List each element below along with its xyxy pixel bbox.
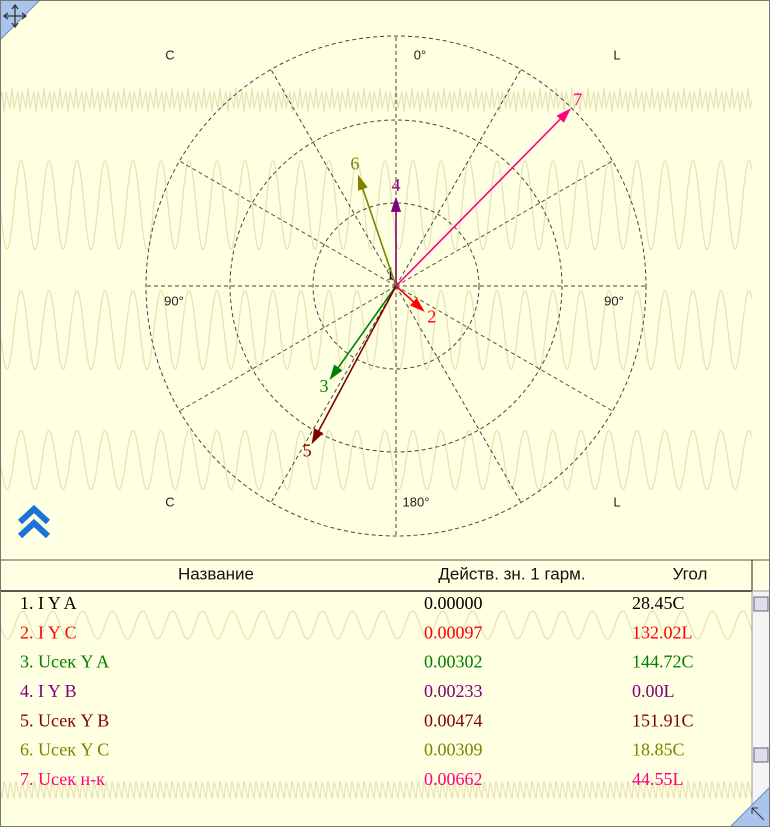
row-angle: 144.72C: [632, 652, 694, 672]
vector: [357, 174, 397, 287]
row-angle: 132.02L: [632, 622, 693, 642]
angle-label: 90°: [604, 293, 624, 308]
waveform: [0, 430, 753, 490]
row-name: 4. I Y B: [20, 681, 77, 701]
row-angle: 0.00L: [632, 681, 675, 701]
row-value: 0.00302: [424, 652, 483, 672]
vector-label: 7: [573, 90, 582, 110]
column-header: Угол: [673, 564, 708, 583]
row-name: 3. Uсек Y A: [20, 652, 109, 672]
quadrant-label: C: [165, 494, 174, 509]
vector-label: 6: [350, 154, 359, 174]
column-header: Действ. зн. 1 гарм.: [438, 564, 585, 583]
move-handle[interactable]: [0, 0, 41, 41]
grid-circle: [229, 119, 563, 453]
row-name: 6. Uсек Y C: [20, 740, 109, 760]
waveforms: [0, 87, 753, 799]
row-angle: 44.55L: [632, 769, 684, 789]
polar-grid: [145, 35, 647, 537]
row-value: 0.00474: [424, 710, 483, 730]
row-value: 0.00000: [424, 593, 483, 613]
row-angle: 28.45C: [632, 593, 685, 613]
vector-label: 2: [427, 306, 436, 326]
grid-circle: [145, 35, 647, 537]
row-name: 7. Uсек н-к: [20, 769, 105, 789]
quadrant-label: C: [165, 47, 174, 62]
vector: [311, 285, 397, 445]
row-angle: 18.85C: [632, 740, 685, 760]
waveform: [0, 290, 753, 370]
vector: [390, 196, 402, 286]
table-rows: 1. I Y A 0.00000 28.45C 2. I Y C 0.00097 132.…: [20, 593, 694, 789]
waveform: [0, 87, 753, 113]
collapse-button[interactable]: [17, 504, 51, 539]
vector-label: 1: [386, 264, 395, 284]
row-name: 1. I Y A: [20, 593, 77, 613]
resize-handle[interactable]: [729, 786, 770, 827]
waveform: [0, 781, 753, 799]
angle-label: 180°: [403, 494, 430, 509]
quadrant-label: L: [613, 47, 620, 62]
waveform: [0, 160, 753, 250]
vector-label: 5: [303, 441, 312, 461]
waveform: [0, 610, 753, 640]
quadrant-label: L: [613, 494, 620, 509]
angle-label: 90°: [164, 293, 184, 308]
row-value: 0.00309: [424, 740, 483, 760]
row-value: 0.00662: [424, 769, 483, 789]
row-angle: 151.91C: [632, 710, 694, 730]
column-header: Название: [178, 564, 254, 583]
vector-label: 4: [392, 175, 401, 195]
vector-label: 3: [320, 376, 329, 396]
angle-label: 0°: [414, 47, 426, 62]
row-name: 5. Uсек Y B: [20, 710, 109, 730]
grid-circle: [312, 202, 480, 370]
vector: [395, 285, 425, 312]
row-value: 0.00233: [424, 681, 483, 701]
row-value: 0.00097: [424, 622, 483, 642]
vector: [395, 108, 572, 287]
row-name: 2. I Y C: [20, 622, 77, 642]
vector: [329, 285, 397, 381]
scrollbar[interactable]: [751, 590, 770, 827]
vectors: 1 2 3 4 5 6 7: [303, 90, 583, 461]
